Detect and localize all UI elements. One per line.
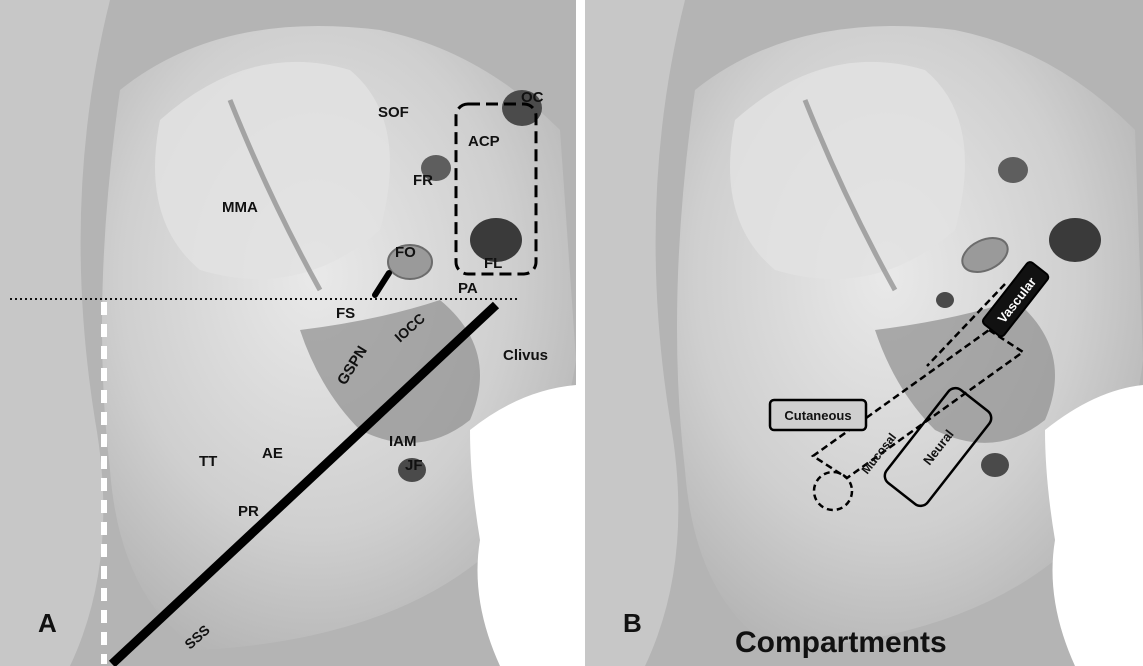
optic-canal-hole xyxy=(502,90,542,126)
jugular-foramen-hole xyxy=(398,458,426,482)
fs-marker-line xyxy=(372,270,392,298)
panel-letter-a: A xyxy=(38,608,57,638)
label-fr: FR xyxy=(413,172,433,189)
panel-b: Vascular Neural Mucosal Cutaneous B Comp… xyxy=(585,0,1143,666)
panel-b-figure: Vascular Neural Mucosal Cutaneous B Comp… xyxy=(585,0,1143,666)
vascular-dashed-line xyxy=(926,283,1006,367)
label-fo: FO xyxy=(395,244,416,261)
panel-gutter xyxy=(576,0,585,666)
label-cutaneous: Cutaneous xyxy=(784,408,851,423)
label-mma: MMA xyxy=(222,199,258,216)
label-pr: PR xyxy=(238,503,259,520)
label-tt: TT xyxy=(199,453,217,470)
foramen-lacerum-hole xyxy=(1049,218,1101,262)
mucosal-circle xyxy=(812,470,854,512)
foramen-rotundum-hole xyxy=(998,157,1028,183)
acp-dashed-box xyxy=(454,102,538,276)
foramen-ovale-hole xyxy=(961,237,1009,273)
carotid-region xyxy=(875,300,1055,443)
label-clivus: Clivus xyxy=(503,347,548,364)
foramen-magnum xyxy=(1045,385,1143,666)
carotid-region xyxy=(300,300,480,443)
left-bone-band xyxy=(0,0,110,666)
label-sof: SOF xyxy=(378,104,409,121)
cutaneous-box xyxy=(768,398,868,432)
label-ae: AE xyxy=(262,445,283,462)
label-pa: PA xyxy=(458,280,478,297)
vascular-compartment: Vascular xyxy=(981,261,1050,338)
panel-a: SOF OC ACP FR MMA FO FL PA FS IOCC GSPN … xyxy=(0,0,576,666)
panel-title: Compartments xyxy=(735,626,947,659)
label-acp: ACP xyxy=(468,133,500,150)
panel-letter-b: B xyxy=(623,608,642,638)
label-jf: JF xyxy=(405,457,423,474)
bone-highlight xyxy=(155,61,390,280)
jugular-foramen-hole xyxy=(981,453,1009,477)
foramen-spinosum-hole xyxy=(936,292,954,308)
foramen-magnum xyxy=(470,385,576,666)
foramen-ovale-hole xyxy=(387,244,433,280)
foramen-rotundum-hole xyxy=(421,155,451,181)
left-bone-band xyxy=(585,0,685,666)
mma-groove xyxy=(802,99,898,292)
panel-a-figure: SOF OC ACP FR MMA FO FL PA FS IOCC GSPN … xyxy=(0,0,576,666)
mma-groove xyxy=(227,99,323,292)
foramen-lacerum-hole xyxy=(470,218,522,262)
label-iam: IAM xyxy=(389,433,417,450)
label-fs: FS xyxy=(336,305,355,322)
thick-diagonal-line xyxy=(108,301,500,666)
label-oc: OC xyxy=(521,89,544,106)
bone-highlight xyxy=(730,61,965,280)
label-fl: FL xyxy=(484,255,502,272)
